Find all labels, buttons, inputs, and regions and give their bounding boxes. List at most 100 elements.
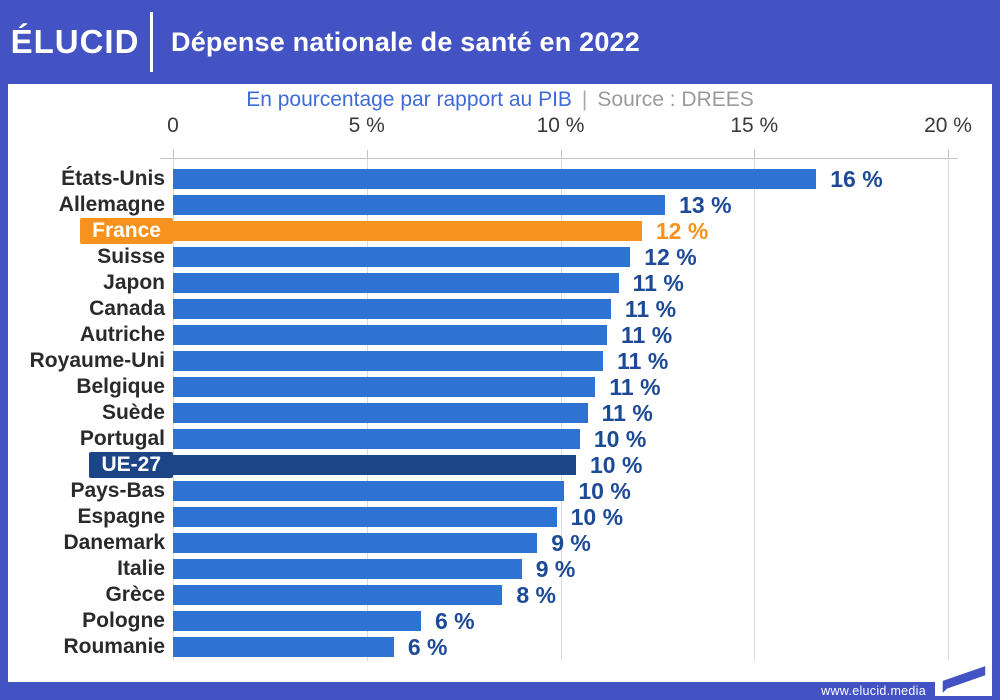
bar[interactable]	[173, 507, 557, 527]
elucid-flag-logo	[935, 660, 992, 696]
x-axis-line	[160, 158, 958, 159]
x-tickmark	[948, 150, 949, 158]
country-label: Grèce	[105, 583, 165, 606]
bar[interactable]	[173, 195, 666, 215]
bar-row: Grèce 8 %	[8, 582, 992, 608]
bar-track: 10 %	[173, 478, 948, 505]
bar-row: Pologne 6 %	[8, 608, 992, 634]
country-label: Suisse	[97, 245, 165, 268]
bar-row: Suisse 12 %	[8, 244, 992, 270]
bar-row: Espagne 10 %	[8, 504, 992, 530]
bar-row: Belgique 11 %	[8, 374, 992, 400]
bar-row: Japon 11 %	[8, 270, 992, 296]
bar-track: 16 %	[173, 166, 948, 193]
highlight-pill: France	[80, 218, 173, 244]
value-label: 9 %	[535, 555, 576, 582]
elucid-logo: ÉLUCID	[10, 23, 140, 60]
bar-row: UE-27 10 %	[8, 452, 992, 478]
x-tickmark	[560, 150, 562, 158]
bar-row: Pays-Bas 10 %	[8, 478, 992, 504]
bar[interactable]	[173, 481, 565, 501]
value-label: 9 %	[551, 529, 591, 556]
bar[interactable]	[173, 325, 607, 345]
country-label: Pays-Bas	[70, 479, 165, 502]
value-label: 10 %	[578, 477, 631, 504]
country-label: UE-27	[8, 452, 173, 478]
x-tick-5: 5 %	[348, 114, 385, 137]
bar-rows: États-Unis 16 % Allemagne 13 % France 12 % Sui…	[8, 166, 992, 660]
bar-track: 11 %	[173, 400, 948, 427]
subtitle-measure: En pourcentage par rapport au PIB	[246, 88, 572, 111]
country-label: Canada	[89, 297, 165, 320]
elucid-flag-icon	[942, 666, 985, 693]
bar[interactable]	[173, 429, 580, 449]
bar[interactable]	[173, 611, 421, 631]
x-tick-10: 10 %	[536, 114, 585, 137]
bar-track: 10 %	[173, 504, 948, 531]
value-label: 13 %	[679, 191, 732, 218]
bar-row: Autriche 11 %	[8, 322, 992, 348]
x-tick-15: 15 %	[730, 114, 779, 137]
footer-url[interactable]: www.elucid.media	[821, 684, 926, 698]
bar-track: 6 %	[173, 608, 948, 635]
country-label: Autriche	[79, 323, 165, 346]
bar[interactable]	[173, 351, 604, 371]
x-tickmark	[366, 150, 368, 158]
value-label: 12 %	[644, 243, 697, 270]
header-divider	[150, 12, 153, 72]
bar-track: 11 %	[173, 270, 948, 297]
bar-row: Allemagne 13 %	[8, 192, 992, 218]
bar-track: 8 %	[173, 582, 948, 609]
bar-track: 11 %	[173, 322, 948, 349]
value-label: 6 %	[435, 607, 475, 634]
page-title: Dépense nationale de santé en 2022	[171, 26, 640, 57]
bar[interactable]	[173, 299, 611, 319]
country-label: Royaume-Uni	[29, 349, 165, 372]
bar[interactable]	[173, 455, 576, 475]
subtitle-source: Source : DREES	[597, 88, 754, 111]
bar-track: 10 %	[173, 426, 948, 453]
bar[interactable]	[173, 533, 538, 553]
bar-track: 6 %	[173, 634, 948, 661]
bar-row: France 12 %	[8, 218, 992, 244]
bar-row: Roumanie 6 %	[8, 634, 992, 660]
bar[interactable]	[173, 637, 394, 657]
bar[interactable]	[173, 169, 817, 189]
bar[interactable]	[173, 403, 588, 423]
x-tickmark	[754, 150, 756, 158]
value-label: 10 %	[593, 425, 647, 452]
bar-row: États-Unis 16 %	[8, 166, 992, 192]
value-label: 16 %	[830, 165, 883, 192]
bar[interactable]	[173, 273, 619, 293]
value-label: 11 %	[621, 321, 673, 348]
bar-track: 9 %	[173, 556, 948, 583]
bar-row: Suède 11 %	[8, 400, 992, 426]
country-label: France	[8, 218, 173, 244]
bar-track: 10 %	[173, 452, 948, 479]
country-label: Pologne	[82, 609, 165, 632]
bar[interactable]	[173, 247, 631, 267]
x-tick-20: 20 %	[924, 114, 972, 137]
value-label: 6 %	[407, 633, 448, 660]
bar-row: Royaume-Uni 11 %	[8, 348, 992, 374]
bar-row: Portugal 10 %	[8, 426, 992, 452]
highlight-pill: UE-27	[89, 452, 173, 478]
country-label: Belgique	[76, 375, 165, 398]
bar-row: Canada 11 %	[8, 296, 992, 322]
bar-track: 11 %	[173, 348, 948, 375]
gridline-20	[948, 158, 949, 661]
footer: www.elucid.media	[0, 660, 1000, 700]
bar[interactable]	[173, 377, 596, 397]
country-label: Espagne	[77, 505, 165, 528]
value-label: 11 %	[632, 269, 684, 296]
subtitle-separator: |	[581, 88, 588, 111]
bar-track: 12 %	[173, 218, 948, 245]
bar[interactable]	[173, 585, 503, 605]
bar[interactable]	[173, 559, 522, 579]
x-tick-0: 0	[167, 114, 179, 137]
country-label: Roumanie	[63, 635, 165, 658]
bar[interactable]	[173, 221, 642, 241]
bar-track: 11 %	[173, 296, 948, 323]
bar-track: 13 %	[173, 192, 948, 219]
bar-track: 9 %	[173, 530, 948, 557]
